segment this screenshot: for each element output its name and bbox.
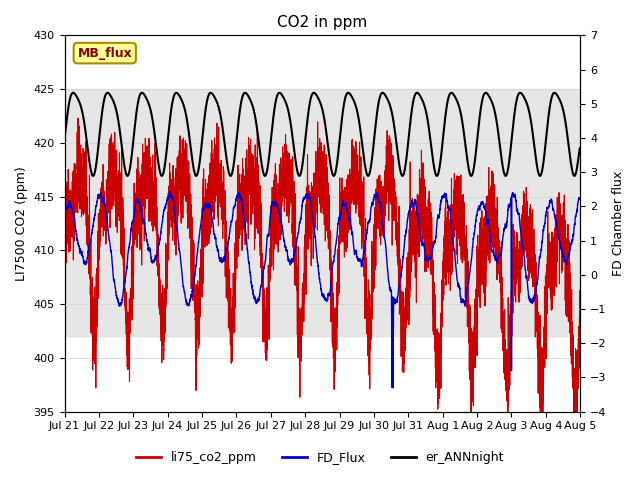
Y-axis label: LI7500 CO2 (ppm): LI7500 CO2 (ppm) xyxy=(15,166,28,281)
Title: CO2 in ppm: CO2 in ppm xyxy=(277,15,367,30)
Bar xyxy=(65,89,580,336)
Y-axis label: FD Chamber flux: FD Chamber flux xyxy=(612,171,625,276)
Text: MB_flux: MB_flux xyxy=(77,47,132,60)
Legend: li75_co2_ppm, FD_Flux, er_ANNnight: li75_co2_ppm, FD_Flux, er_ANNnight xyxy=(131,446,509,469)
